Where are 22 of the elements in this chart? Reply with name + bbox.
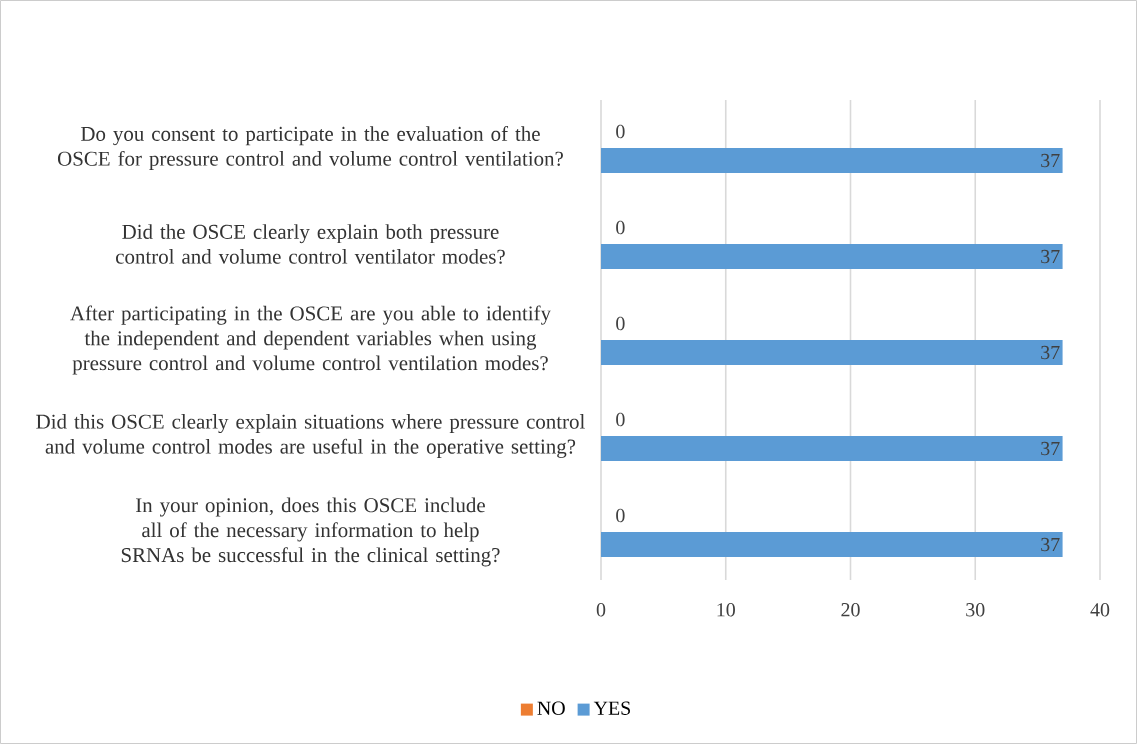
legend-label: YES [593, 701, 630, 715]
y-tick-label: In your opinion, does this OSCE include all of the necessary information to help SRNAs be successful in the clinical setting? [121, 497, 500, 567]
y-tick-label: Did this OSCE clearly explain situations where pressure control and volume control modes are useful in the operative setting? [36, 414, 585, 458]
data-label: 0 [616, 124, 625, 139]
data-label: 0 [616, 220, 625, 235]
data-label: 37 [1041, 537, 1060, 552]
x-tick-label: 0 [596, 603, 606, 617]
x-tick-label: 40 [1090, 603, 1110, 617]
data-label: 37 [1041, 345, 1060, 360]
legend-label: NO [537, 701, 565, 715]
data-label: 37 [1041, 153, 1060, 168]
x-tick-label: 20 [841, 603, 860, 617]
y-tick-label: Do you consent to participate in the evaluation of the OSCE for pressure control and volume control ventilation? [57, 125, 563, 171]
data-label: 0 [616, 508, 625, 523]
data-label: 0 [616, 412, 625, 427]
y-tick-label: Did the OSCE clearly explain both pressure control and volume control ventilator modes? [116, 224, 505, 264]
y-tick-label: After participating in the OSCE are you able to identify the independent and dependent variables when using pressure control and volume control ventilation modes? [70, 305, 551, 375]
x-tick-label: 30 [966, 603, 985, 617]
data-label: 37 [1041, 249, 1060, 264]
data-label: 0 [616, 316, 625, 331]
data-label: 37 [1041, 441, 1060, 456]
x-tick-label: 10 [717, 603, 735, 617]
